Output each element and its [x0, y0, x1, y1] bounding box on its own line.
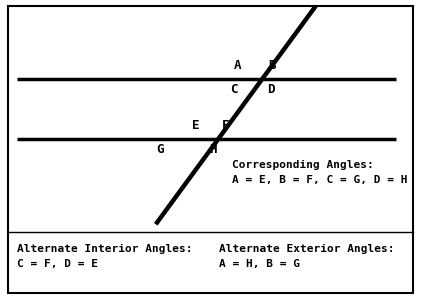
Text: H: H [209, 143, 216, 156]
Text: Alternate Exterior Angles:: Alternate Exterior Angles: [219, 244, 394, 254]
Text: C = F, D = E: C = F, D = E [17, 259, 98, 269]
Text: A: A [234, 59, 242, 72]
Text: A = E, B = F, C = G, D = H: A = E, B = F, C = G, D = H [232, 175, 407, 185]
Text: F: F [221, 119, 229, 132]
Text: E: E [192, 119, 200, 132]
Text: B: B [268, 59, 275, 72]
Text: G: G [156, 143, 164, 156]
Text: D: D [267, 83, 274, 96]
Text: Alternate Interior Angles:: Alternate Interior Angles: [17, 244, 192, 254]
Text: Corresponding Angles:: Corresponding Angles: [232, 160, 373, 170]
Text: A = H, B = G: A = H, B = G [219, 259, 300, 269]
Text: C: C [230, 83, 237, 96]
